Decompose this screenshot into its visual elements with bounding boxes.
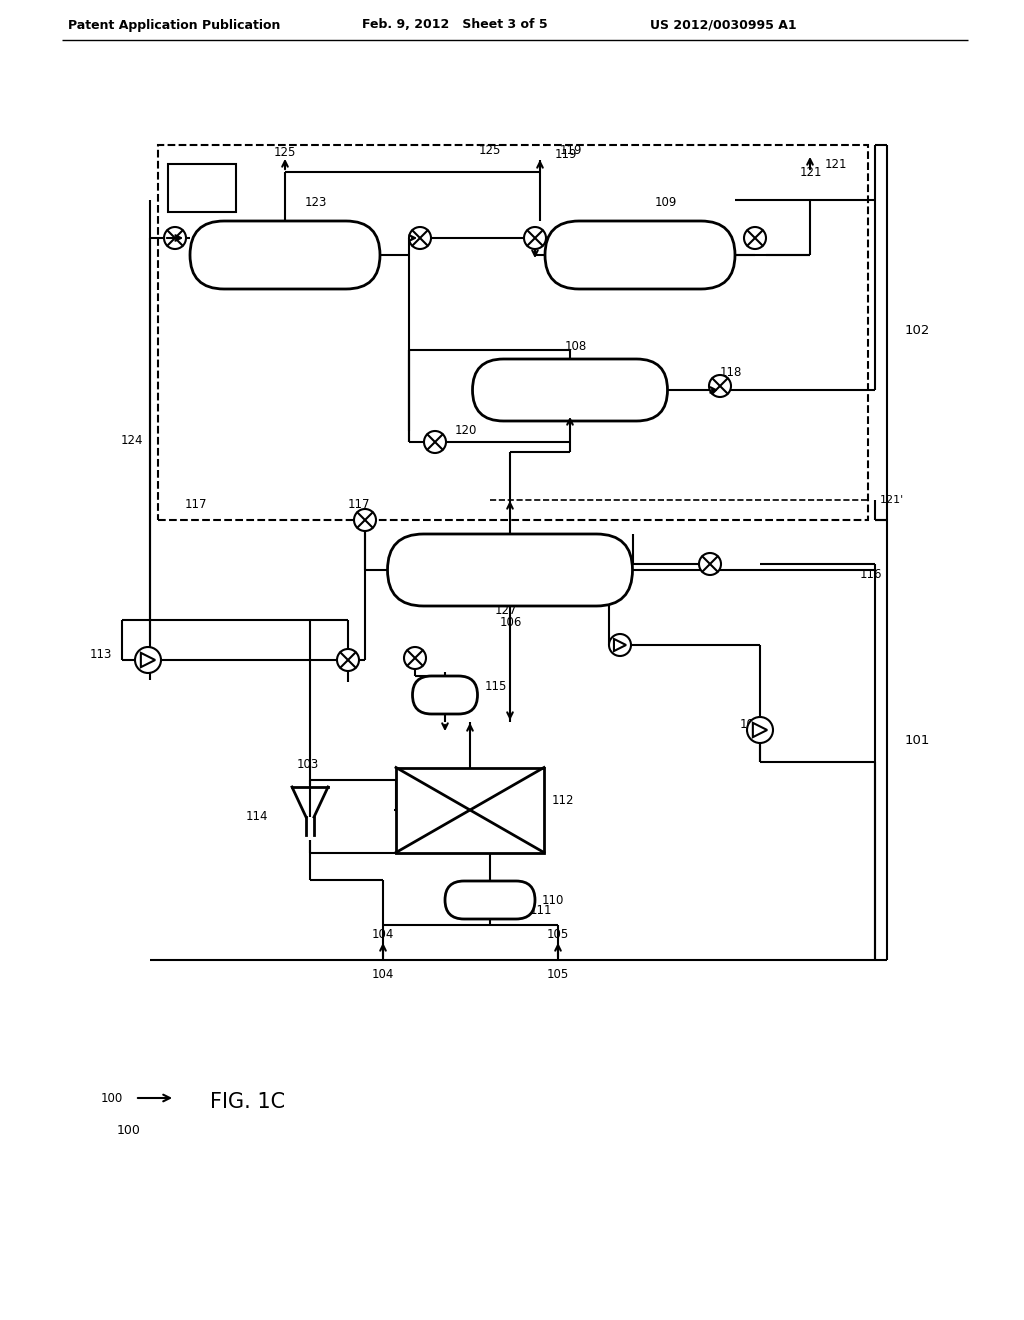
FancyBboxPatch shape xyxy=(413,676,477,714)
FancyBboxPatch shape xyxy=(545,220,735,289)
Circle shape xyxy=(354,510,376,531)
Text: 117: 117 xyxy=(348,499,371,511)
Circle shape xyxy=(609,634,631,656)
Text: 106: 106 xyxy=(500,615,522,628)
Text: 121': 121' xyxy=(880,495,904,506)
Circle shape xyxy=(744,227,766,249)
FancyBboxPatch shape xyxy=(190,220,380,289)
Bar xyxy=(158,145,868,520)
Polygon shape xyxy=(753,723,767,737)
Text: 107: 107 xyxy=(740,718,763,731)
Text: 116: 116 xyxy=(860,569,883,582)
Text: 109: 109 xyxy=(655,197,677,210)
Text: 111: 111 xyxy=(480,908,503,921)
Polygon shape xyxy=(141,653,156,667)
Text: 113: 113 xyxy=(90,648,112,661)
Circle shape xyxy=(424,432,446,453)
Text: 112: 112 xyxy=(552,793,574,807)
Text: 121: 121 xyxy=(800,165,822,178)
Circle shape xyxy=(135,647,161,673)
Circle shape xyxy=(404,647,426,669)
Text: 100: 100 xyxy=(100,1092,123,1105)
Text: 104: 104 xyxy=(372,928,394,941)
Circle shape xyxy=(699,553,721,576)
FancyBboxPatch shape xyxy=(472,359,668,421)
Text: 104: 104 xyxy=(372,969,394,982)
Text: 102: 102 xyxy=(905,323,931,337)
Text: Feb. 9, 2012   Sheet 3 of 5: Feb. 9, 2012 Sheet 3 of 5 xyxy=(362,18,548,32)
Text: 105: 105 xyxy=(547,969,569,982)
FancyBboxPatch shape xyxy=(445,880,535,919)
Text: 108: 108 xyxy=(565,339,587,352)
Text: Patent Application Publication: Patent Application Publication xyxy=(68,18,281,32)
Text: 111: 111 xyxy=(530,903,553,916)
Text: 119: 119 xyxy=(555,149,578,161)
Text: FIG. 1C: FIG. 1C xyxy=(210,1092,285,1111)
Text: 115: 115 xyxy=(485,681,507,693)
Circle shape xyxy=(746,717,773,743)
Text: 127: 127 xyxy=(495,603,517,616)
Text: 120: 120 xyxy=(455,424,477,437)
Text: 117: 117 xyxy=(185,499,208,511)
Text: 125: 125 xyxy=(273,145,296,158)
Circle shape xyxy=(709,375,731,397)
FancyBboxPatch shape xyxy=(387,535,633,606)
Polygon shape xyxy=(614,639,626,651)
Text: 103: 103 xyxy=(297,758,319,771)
Text: 101: 101 xyxy=(905,734,931,747)
Text: 110: 110 xyxy=(542,894,564,907)
Text: 123: 123 xyxy=(305,197,328,210)
Text: 119: 119 xyxy=(560,144,583,157)
Circle shape xyxy=(409,227,431,249)
Bar xyxy=(168,164,236,213)
Circle shape xyxy=(524,227,546,249)
Text: 121: 121 xyxy=(825,158,848,172)
Bar xyxy=(396,767,544,853)
Text: 100: 100 xyxy=(117,1123,141,1137)
Circle shape xyxy=(164,227,186,249)
Text: 105: 105 xyxy=(547,928,569,941)
Text: 114: 114 xyxy=(246,809,268,822)
Circle shape xyxy=(337,649,359,671)
Text: 125: 125 xyxy=(479,144,501,157)
Text: US 2012/0030995 A1: US 2012/0030995 A1 xyxy=(650,18,797,32)
Text: 118: 118 xyxy=(720,366,742,379)
Text: 124: 124 xyxy=(121,433,143,446)
